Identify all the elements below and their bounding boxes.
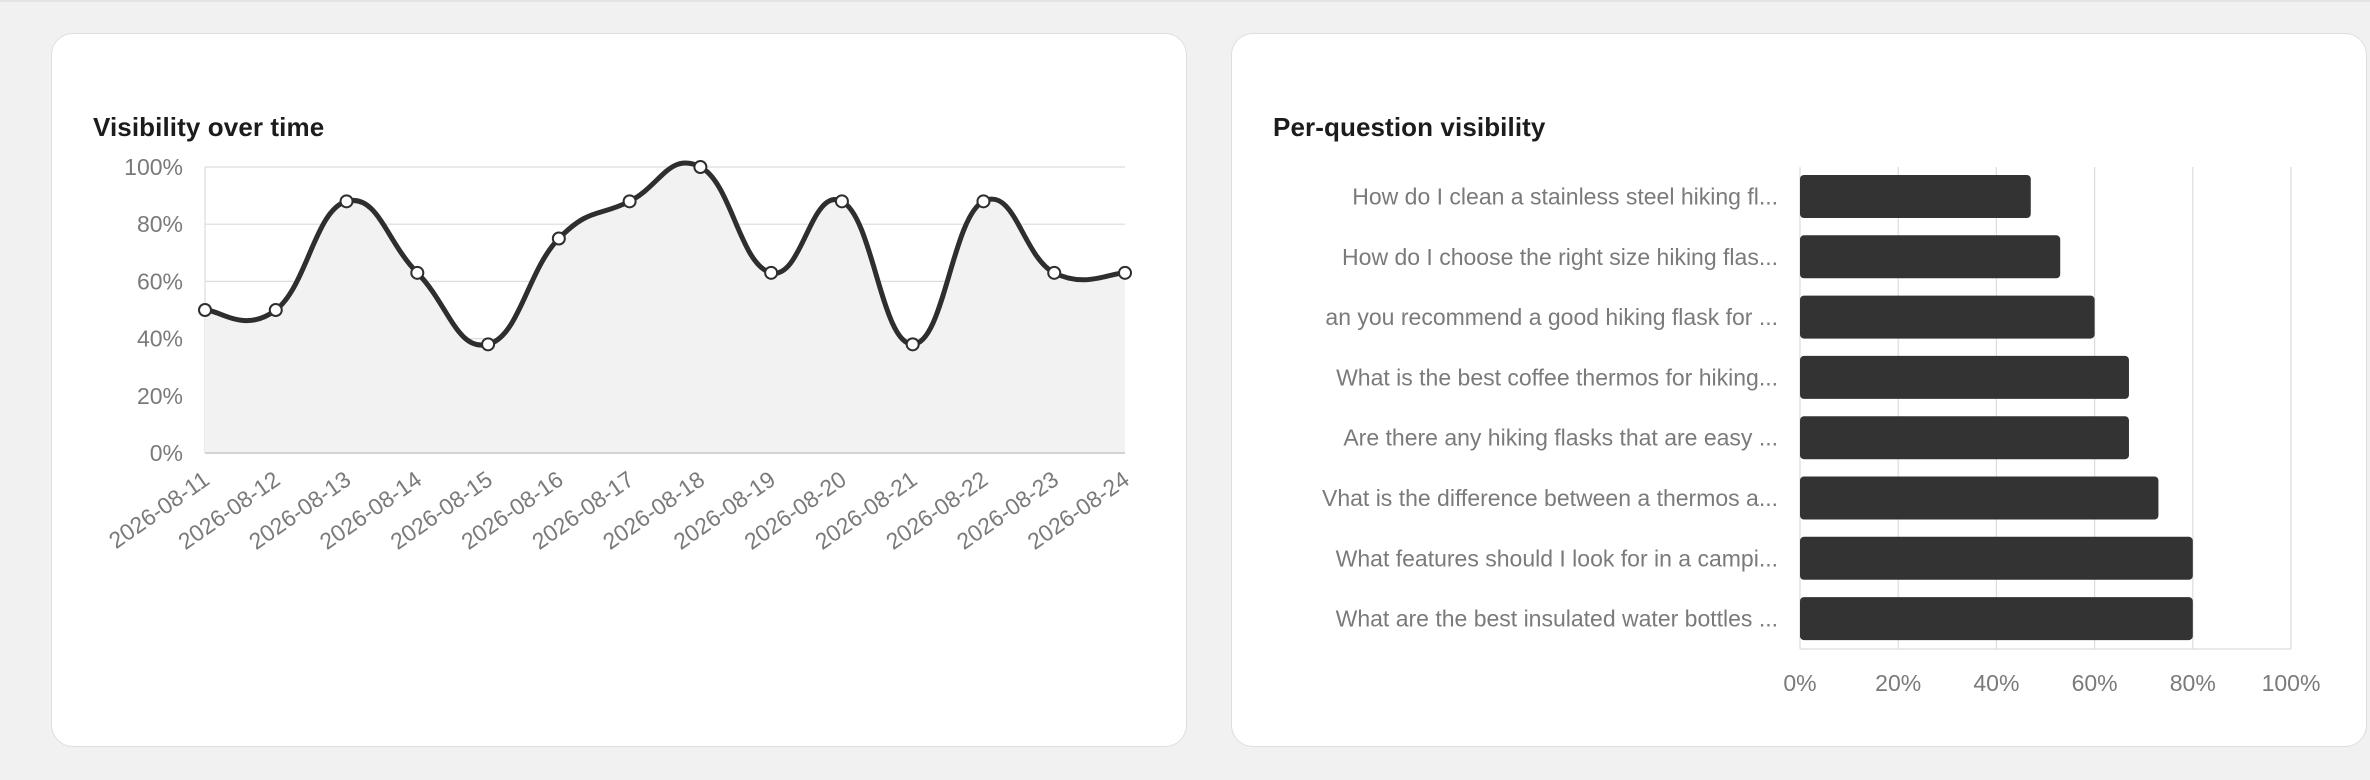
per-question-visibility-card: Per-question visibility 0% 20% 40% 60% 80% 10… [1231, 33, 2367, 747]
visibility-line-chart: 0%20%40%60%80%100%2026-08-112026-08-1220… [104, 154, 1134, 555]
y-tick-label: 60% [137, 268, 183, 294]
data-point [622, 194, 637, 209]
visibility-over-time-title: Visibility over time [93, 112, 325, 142]
category-label: What is the best coffee thermos for hiki… [1336, 364, 1778, 390]
y-tick-label: 100% [124, 154, 183, 180]
data-point [268, 303, 283, 317]
bar [1800, 416, 2129, 460]
y-tick-label: 80% [137, 211, 183, 237]
x-tick-label: 20% [1875, 670, 1921, 696]
data-point [834, 194, 849, 209]
x-tick-label: 60% [2072, 670, 2118, 696]
data-point [905, 337, 920, 352]
data-point [693, 160, 708, 174]
x-tick-label: 80% [2170, 670, 2216, 696]
category-label: What features should I look for in a cam… [1336, 545, 1778, 571]
per-question-bar-chart: 0% 20% 40% 60% 80% 100% How do I clean a stain… [1322, 167, 2321, 696]
series-line [202, 160, 1128, 348]
per-question-visibility-title: Per-question visibility [1273, 112, 1546, 142]
category-label: Are there any hiking flasks that are eas… [1343, 425, 1778, 451]
bar [1800, 536, 2193, 580]
bar [1800, 597, 2193, 641]
category-label: How do I clean a stainless steel hiking … [1352, 184, 1778, 210]
x-tick-label: 40% [1973, 670, 2019, 696]
data-point [481, 337, 496, 352]
x-tick-label: 100% [2262, 670, 2321, 696]
data-point [1047, 265, 1062, 280]
bar [1800, 355, 2129, 399]
category-labels: How do I clean a stainless steel hiking … [1322, 184, 1778, 632]
y-tick-label: 40% [137, 326, 183, 352]
bar [1800, 235, 2061, 279]
visibility-over-time-card: Visibility over time 0% 20% 40% 60% 80% 100% 2… [51, 33, 1187, 747]
category-label: Vhat is the difference between a thermos… [1322, 485, 1778, 511]
bar [1800, 175, 2031, 218]
bar [1800, 476, 2159, 520]
data-point [1118, 265, 1132, 280]
category-label: What are the best insulated water bottle… [1336, 606, 1778, 632]
category-label: How do I choose the right size hiking fl… [1342, 244, 1778, 270]
y-tick-label: 20% [137, 383, 183, 409]
data-point [551, 231, 566, 246]
category-label: an you recommend a good hiking flask for… [1325, 304, 1778, 330]
data-point [198, 303, 212, 317]
data-point [410, 265, 425, 280]
y-tick-label: 0% [150, 440, 183, 466]
data-point [976, 194, 991, 209]
data-point [339, 194, 354, 209]
series-area [205, 162, 1125, 453]
x-tick-label: 0% [1783, 670, 1816, 696]
top-divider [0, 0, 2370, 2]
bar [1800, 295, 2095, 339]
data-point [764, 265, 779, 280]
